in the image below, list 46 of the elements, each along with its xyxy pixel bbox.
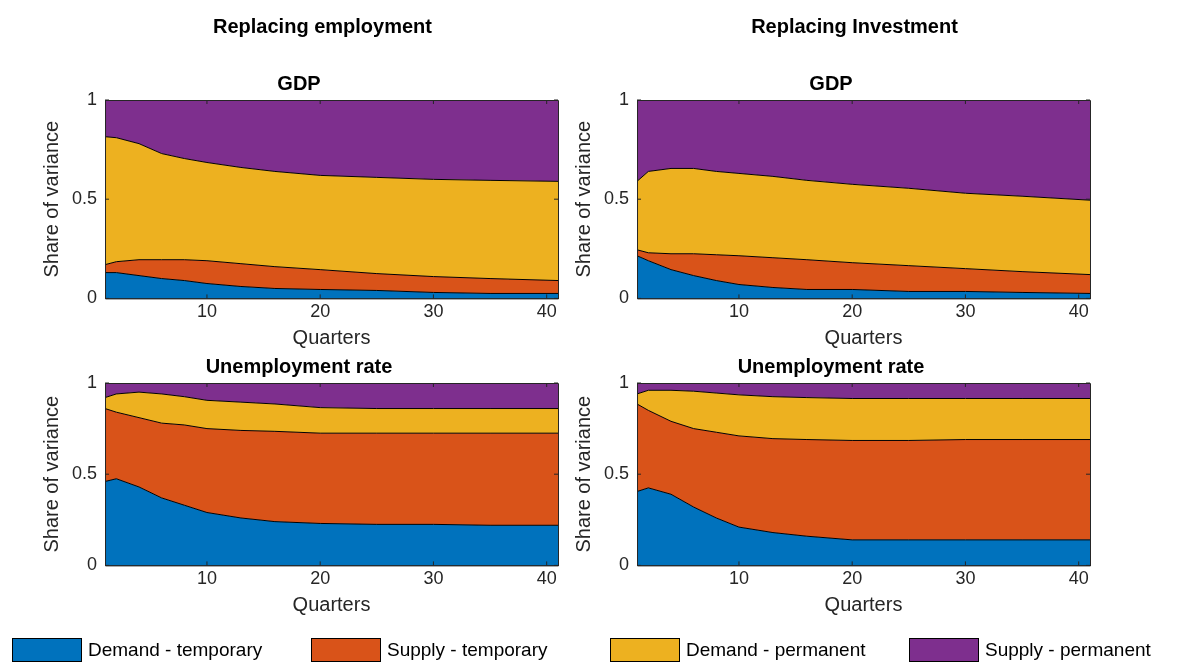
legend-label: Supply - permanent <box>985 639 1151 661</box>
y-tick-label: 0 <box>87 554 98 575</box>
y-tick-label: 0 <box>619 554 630 575</box>
x-tick-label: 10 <box>196 568 217 589</box>
x-tick-label: 40 <box>1068 568 1089 589</box>
x-tick-label: 10 <box>728 568 749 589</box>
x-tick-label: 30 <box>423 568 444 589</box>
x-tick-label: 20 <box>310 301 331 322</box>
x-axis-title: Quarters <box>292 592 371 615</box>
x-tick-label: 10 <box>728 301 749 322</box>
chart-title: Unemployment rate <box>737 354 925 377</box>
x-tick-label: 30 <box>423 301 444 322</box>
y-tick-label: 1 <box>619 371 630 392</box>
y-tick-label: 0 <box>87 287 98 308</box>
x-tick-label: 20 <box>842 301 863 322</box>
chart-title: GDP <box>277 71 321 94</box>
x-tick-label: 40 <box>536 301 557 322</box>
x-axis-title: Quarters <box>824 325 903 348</box>
x-tick-label: 40 <box>1068 301 1089 322</box>
y-axis-title: Share of variance <box>571 120 594 278</box>
y-tick-label: 0.5 <box>71 463 98 484</box>
y-tick-label: 0.5 <box>603 463 630 484</box>
legend-label: Demand - temporary <box>88 639 263 661</box>
x-tick-label: 20 <box>310 568 331 589</box>
legend-label: Demand - permanent <box>686 639 866 661</box>
x-axis-title: Quarters <box>824 592 903 615</box>
y-tick-label: 1 <box>619 88 630 109</box>
y-tick-label: 1 <box>87 371 98 392</box>
y-tick-label: 1 <box>87 88 98 109</box>
x-axis-title: Quarters <box>292 325 371 348</box>
y-axis-title: Share of variance <box>39 120 62 278</box>
chart-title: Unemployment rate <box>205 354 393 377</box>
x-tick-label: 30 <box>955 301 976 322</box>
y-tick-label: 0 <box>619 287 630 308</box>
x-tick-label: 30 <box>955 568 976 589</box>
y-tick-label: 0.5 <box>71 188 98 209</box>
chart-subtitle: Replacing Investment <box>750 15 959 38</box>
chart-title: GDP <box>809 71 853 94</box>
chart-subtitle: Replacing employment <box>212 15 433 38</box>
y-axis-title: Share of variance <box>39 395 62 553</box>
y-axis-title: Share of variance <box>571 395 594 553</box>
x-tick-label: 10 <box>196 301 217 322</box>
y-tick-label: 0.5 <box>603 188 630 209</box>
x-tick-label: 20 <box>842 568 863 589</box>
x-tick-label: 40 <box>536 568 557 589</box>
legend-label: Supply - temporary <box>387 639 548 661</box>
